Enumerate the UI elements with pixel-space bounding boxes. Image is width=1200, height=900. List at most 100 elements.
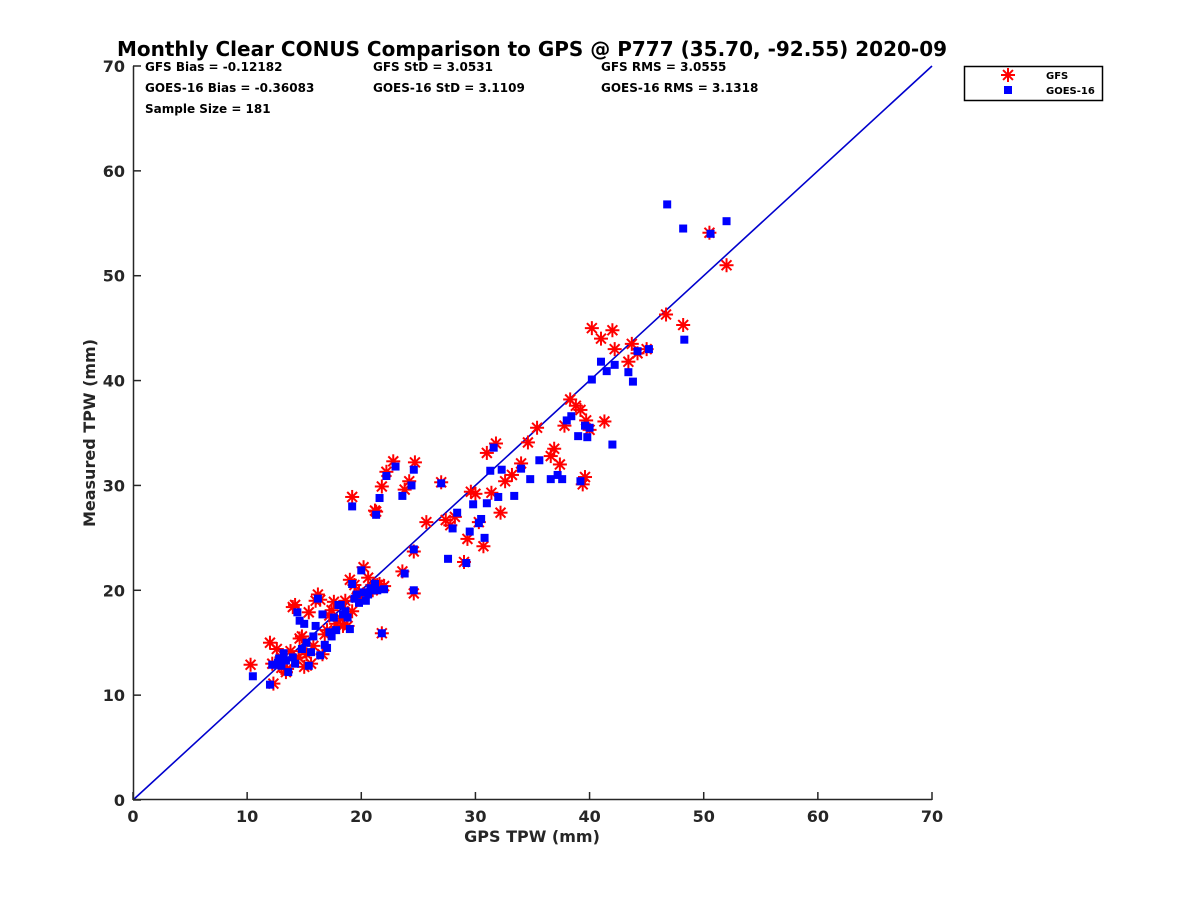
gfs-rms-text: GFS RMS = 3.0555 [601,60,726,74]
goes-point [327,632,336,641]
y-tick-label: 0 [114,791,125,810]
x-tick-label: 40 [578,807,600,826]
goes-point [480,533,489,542]
goes-point [332,626,341,635]
goes-point [576,477,585,486]
goes-point [608,440,617,449]
goes-point [275,654,284,663]
gfs-point [345,489,360,504]
goes-point [291,659,300,668]
legend-gfs-asterisk [1001,68,1015,82]
gfs-point [547,441,562,456]
goes-point [391,462,400,471]
gfs-point [593,331,608,346]
goes-point [583,433,592,442]
goes-point [628,377,637,386]
goes-point [364,590,373,599]
goes-point [265,680,274,689]
gfs-point [243,657,258,672]
goes-point [469,500,478,509]
goes-point [350,594,359,603]
goes-point [679,224,688,233]
legend-gfs-label: GFS [1046,71,1068,82]
goes-point [602,367,611,376]
goes-point [567,412,576,421]
goes-point [465,527,474,536]
goes-point [348,502,357,511]
x-tick-label: 0 [127,807,138,826]
goes-point [398,491,407,500]
gfs-point [719,258,734,273]
goes-point [610,360,619,369]
goes-point [373,586,382,595]
goes-point [361,596,370,605]
goes-point [329,613,338,622]
chart-title: Monthly Clear CONUS Comparison to GPS @ … [117,37,947,61]
goes-point [300,619,309,628]
y-tick-label: 10 [103,686,125,705]
gfs-point [374,479,389,494]
goes-point [558,475,567,484]
goes-point [372,510,381,519]
sample-size-text: Sample Size = 181 [145,102,271,116]
goes-point [581,421,590,430]
goes-point [359,588,368,597]
gfs-point [301,605,316,620]
goes-point [497,465,506,474]
gfs-point [573,402,588,417]
gfs-points-layer [243,225,734,691]
goes-point [562,416,571,425]
gfs-point [476,539,491,554]
goes-point [553,470,562,479]
gfs-point [498,474,513,489]
legend-goes-label: GOES-16 [1046,86,1095,97]
goes-point [309,632,318,641]
gfs-point [607,342,622,357]
goes-point [663,200,672,209]
gfs-bias-text: GFS Bias = -0.12182 [145,60,282,74]
y-tick-label: 70 [103,57,125,76]
goes-point [444,554,453,563]
y-tick-label: 30 [103,476,125,495]
goes-point [409,586,418,595]
goes-point [407,481,416,490]
goes-point [510,491,519,500]
goes-point [288,653,297,662]
legend-gfs-marker [1001,68,1015,82]
legend: GFS GOES-16 [963,65,1104,102]
goes-point [279,649,288,658]
gfs-point [419,515,434,530]
goes-point [477,514,486,523]
gfs-point [262,635,277,650]
legend-goes-square [1004,86,1012,94]
x-tick-label: 60 [807,807,829,826]
goes-points-layer [248,200,731,689]
gfs-point [584,321,599,336]
goes-point [409,465,418,474]
goes-point [304,661,313,670]
gfs-point [676,317,691,332]
goes-point [357,566,366,575]
goes-point [368,586,377,595]
goes-point [400,569,409,578]
goes-point [585,423,594,432]
goes-point [706,229,715,238]
gfs-point [605,323,620,338]
gfs-point [520,435,535,450]
goes-point [535,456,544,465]
goes-point [352,590,361,599]
gfs-point [552,457,567,472]
goes-point [486,466,495,475]
y-tick-label: 60 [103,162,125,181]
goes-point [336,600,345,609]
legend-goes-marker [1004,86,1012,94]
x-ticks: 0 10 20 30 40 50 60 70 [127,792,943,826]
goes-point [281,656,290,665]
goes-point [644,345,653,354]
y-ticks: 0 10 20 30 40 50 60 70 [103,57,141,810]
goes-point [277,661,286,670]
goes-point [343,613,352,622]
x-tick-label: 70 [921,807,943,826]
goes-point [311,621,320,630]
gfs-point [468,486,483,501]
